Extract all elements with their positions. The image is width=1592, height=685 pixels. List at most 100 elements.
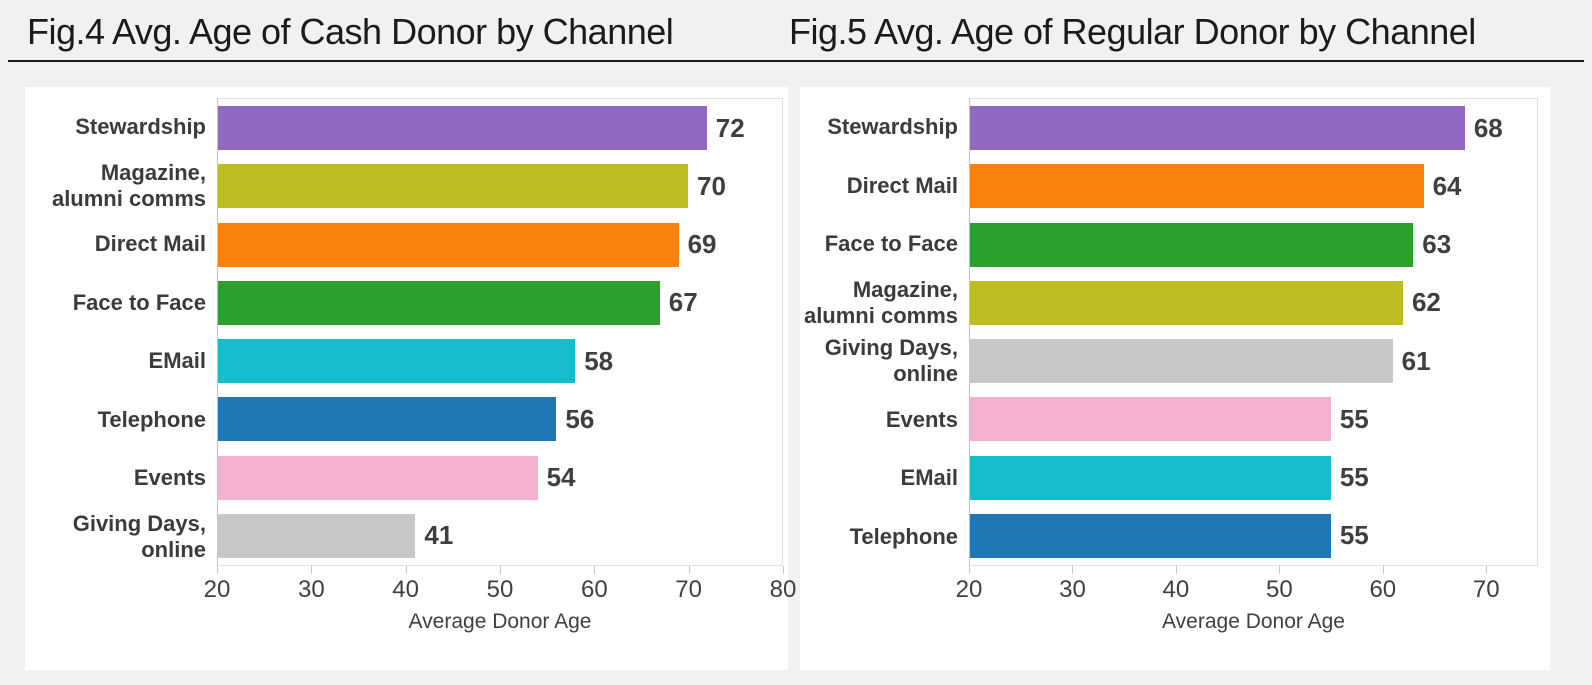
axis-tick [1279, 566, 1281, 574]
category-label: Face to Face [824, 231, 958, 257]
bar[interactable] [970, 513, 1331, 558]
bar[interactable] [970, 222, 1414, 267]
category-label: Giving Days, online [824, 335, 958, 387]
bar-row: 61 [970, 332, 1537, 390]
axis-tick-label: 80 [769, 576, 797, 603]
regular-donor-chart-panel: Stewardship Direct Mail Face to Face Magazi… [800, 87, 1550, 670]
axis-tick-label: 70 [675, 576, 703, 603]
category-label: Telephone [849, 523, 958, 549]
axis-tick-label: 30 [297, 576, 325, 603]
bar-value-label: 55 [1339, 520, 1369, 551]
bar-row: 67 [218, 274, 782, 332]
axis-tick [500, 566, 501, 574]
bar-row: 72 [218, 99, 782, 157]
bar-row: 63 [970, 216, 1537, 274]
axis-tick-label: 40 [1162, 576, 1190, 603]
axis-tick-label: 60 [580, 576, 608, 603]
bar-value-label: 58 [584, 345, 614, 376]
axis-tick-label: 70 [1472, 576, 1500, 603]
bar-row: 55 [970, 390, 1537, 448]
bar-row: 70 [218, 157, 782, 215]
bar[interactable] [970, 339, 1393, 384]
axis-tick-label: 50 [486, 576, 514, 603]
bar-value-label: 55 [1339, 403, 1369, 434]
axis-tick [594, 566, 596, 574]
bar-value-label: 56 [565, 403, 595, 434]
bar[interactable] [218, 164, 688, 209]
x-axis: 20 30 40 50 60 70 Average Donor Age [956, 566, 1538, 646]
axis-tick [405, 566, 407, 574]
bar-row: 55 [970, 507, 1537, 565]
axis-tick [217, 566, 218, 574]
category-label: Magazine, alumni comms [803, 276, 958, 328]
bar[interactable] [218, 280, 660, 325]
axis-tick [311, 566, 313, 574]
category-label: Direct Mail [846, 172, 958, 198]
bar-row: 68 [970, 99, 1537, 157]
bar-value-label: 63 [1422, 229, 1452, 260]
bar-value-label: 69 [687, 229, 717, 260]
axis-tick [1486, 566, 1488, 574]
bar[interactable] [218, 455, 538, 500]
bar[interactable] [218, 106, 707, 151]
axis-tick-label: 20 [955, 576, 983, 603]
bar-value-label: 67 [668, 287, 698, 318]
bar[interactable] [970, 455, 1331, 500]
bar-row: 41 [218, 507, 782, 565]
category-label: Giving Days, online [72, 510, 206, 562]
category-label: Face to Face [72, 289, 206, 315]
bar-row: 54 [218, 449, 782, 507]
axis-tick-label: 60 [1369, 576, 1397, 603]
category-label: Stewardship [827, 114, 958, 140]
bar-value-label: 55 [1339, 462, 1369, 493]
bar[interactable] [970, 164, 1424, 209]
axis-tick-label: 40 [392, 576, 420, 603]
cash-donor-bar-chart: Stewardship Magazine, alumni comms Direct … [25, 87, 796, 670]
bar-value-label: 54 [546, 462, 576, 493]
axis-title: Average Donor Age [408, 610, 592, 633]
category-label: Telephone [97, 406, 206, 432]
category-label-column: Stewardship Magazine, alumni comms Direct … [25, 98, 217, 566]
bar-row: 55 [970, 449, 1537, 507]
category-label: Events [133, 465, 206, 491]
category-label: EMail [148, 348, 206, 374]
axis-tick [1382, 566, 1384, 574]
bar[interactable] [218, 339, 576, 384]
fig4-title: Fig.4 Avg. Age of Cash Donor by Channel [27, 11, 674, 52]
bar[interactable] [970, 106, 1465, 151]
bar[interactable] [218, 222, 679, 267]
bar[interactable] [218, 397, 557, 442]
axis-tick [1072, 566, 1074, 574]
bar-value-label: 64 [1432, 170, 1462, 201]
category-label: Magazine, alumni comms [51, 159, 206, 211]
axis-title: Average Donor Age [1162, 610, 1345, 633]
bar[interactable] [970, 280, 1403, 325]
plot-area: 68 64 63 62 61 55 55 55 [969, 98, 1538, 566]
bar-row: 58 [218, 332, 782, 390]
category-label: Events [885, 406, 958, 432]
x-axis: 20 30 40 50 60 70 80 Average Donor Age [204, 566, 796, 646]
category-label: EMail [900, 465, 958, 491]
axis-tick [783, 566, 784, 574]
bar-value-label: 72 [715, 112, 745, 143]
bar[interactable] [218, 513, 416, 558]
category-label-column: Stewardship Direct Mail Face to Face Magazi… [800, 98, 969, 566]
title-underline [8, 60, 1584, 62]
title-bar: Fig.4 Avg. Age of Cash Donor by Channel … [0, 0, 1592, 62]
bar[interactable] [970, 397, 1331, 442]
bar-value-label: 68 [1473, 112, 1503, 143]
axis-tick-label: 30 [1059, 576, 1086, 603]
axis-tick [969, 566, 970, 574]
axis-tick [688, 566, 690, 574]
plot-area: 72 70 69 67 58 56 54 41 [217, 98, 783, 566]
cash-donor-chart-panel: Stewardship Magazine, alumni comms Direct … [25, 87, 796, 670]
category-label: Stewardship [75, 114, 206, 140]
bar-value-label: 41 [424, 520, 454, 551]
bar-value-label: 62 [1411, 287, 1441, 318]
bar-row: 62 [970, 274, 1537, 332]
axis-tick [1175, 566, 1177, 574]
bar-row: 69 [218, 216, 782, 274]
category-label: Direct Mail [94, 231, 206, 257]
bar-row: 56 [218, 390, 782, 448]
